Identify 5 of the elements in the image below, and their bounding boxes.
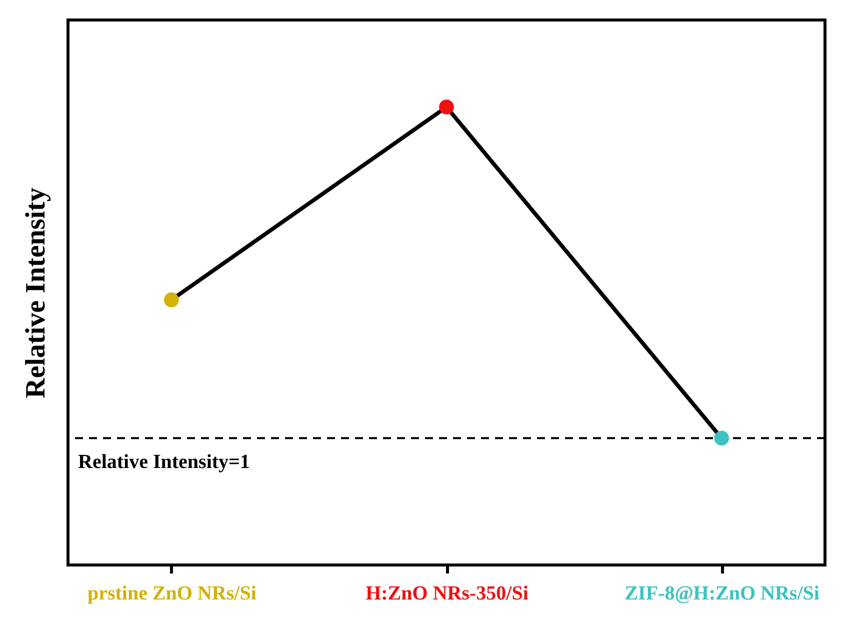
x-tick-label: prstine ZnO NRs/Si [87,582,257,604]
annotation: Relative Intensity=1 [78,451,250,474]
y-axis-title: Relative Intensity [20,188,52,398]
x-tick-label: ZIF-8@H:ZnO NRs/Si [624,582,820,604]
x-tick-label: H:ZnO NRs-350/Si [366,582,529,604]
